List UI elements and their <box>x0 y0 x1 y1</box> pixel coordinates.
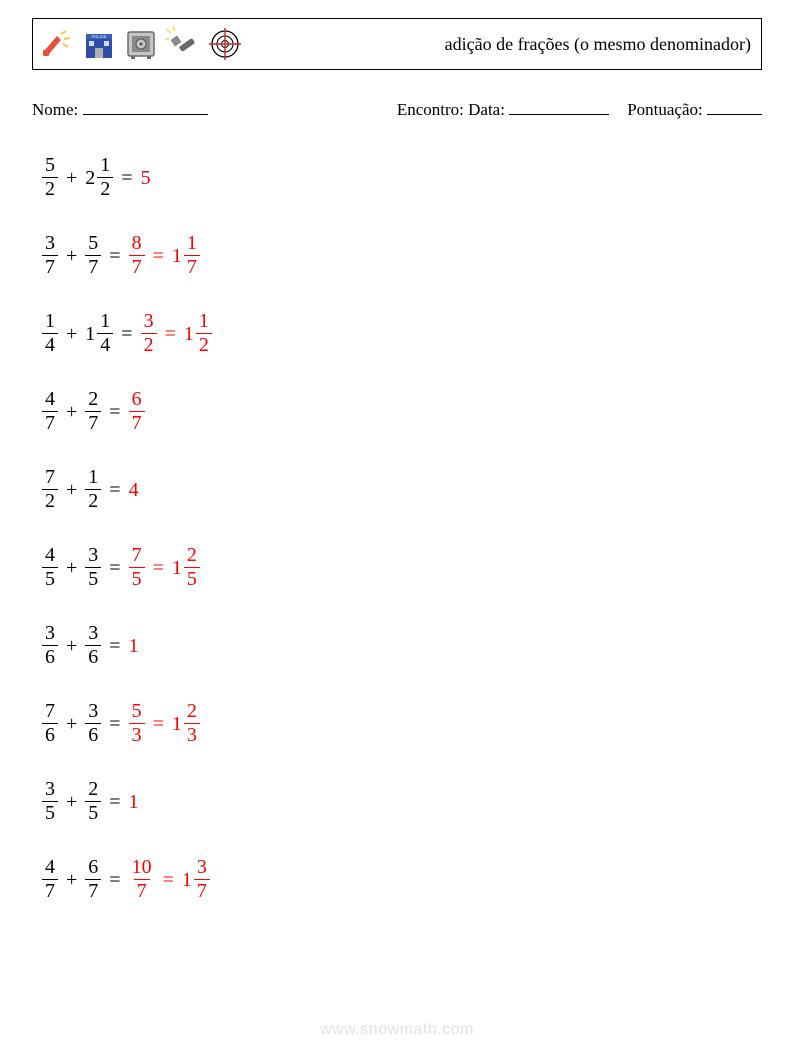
date-label: Encontro: Data: <box>397 100 505 119</box>
answer: 53=123 <box>129 701 200 746</box>
header-icons: POLICE <box>39 26 243 62</box>
flashlight-icon <box>165 26 201 62</box>
problem-row: 37+57=87=117 <box>42 232 762 280</box>
name-label: Nome: <box>32 100 78 119</box>
worksheet-title: adição de frações (o mesmo denominador) <box>445 34 751 55</box>
safe-icon <box>123 26 159 62</box>
answer: 1 <box>129 636 139 656</box>
meta-row: Nome: Encontro: Data: Pontuação: <box>32 96 762 120</box>
svg-text:POLICE: POLICE <box>92 34 107 39</box>
name-blank <box>83 96 208 115</box>
police-station-icon: POLICE <box>81 26 117 62</box>
problem-row: 14+114=32=112 <box>42 310 762 358</box>
date-blank <box>509 96 609 115</box>
problem-row: 45+35=75=125 <box>42 544 762 592</box>
score-blank <box>707 96 762 115</box>
watermark: www.snowmath.com <box>0 1021 794 1039</box>
answer: 75=125 <box>129 545 200 590</box>
problem-row: 47+27=67 <box>42 388 762 436</box>
answer: 1 <box>129 792 139 812</box>
answer: 32=112 <box>141 311 212 356</box>
answer: 5 <box>141 168 151 188</box>
megaphone-icon <box>39 26 75 62</box>
answer: 107=137 <box>129 857 210 902</box>
answer: 87=117 <box>129 233 200 278</box>
problems-list: 52+212=5 37+57=87=117 14+114=32=112 47+27=6… <box>42 154 762 904</box>
problem-row: 76+36=53=123 <box>42 700 762 748</box>
problem-row: 52+212=5 <box>42 154 762 202</box>
score-label: Pontuação: <box>627 100 703 119</box>
problem-row: 35+25=1 <box>42 778 762 826</box>
answer: 4 <box>129 480 139 500</box>
crosshair-icon <box>207 26 243 62</box>
problem-row: 47+67=107=137 <box>42 856 762 904</box>
problem-row: 72+12=4 <box>42 466 762 514</box>
worksheet-header: POLICE <box>32 18 762 70</box>
problem-row: 36+36=1 <box>42 622 762 670</box>
answer: 67 <box>129 389 145 434</box>
